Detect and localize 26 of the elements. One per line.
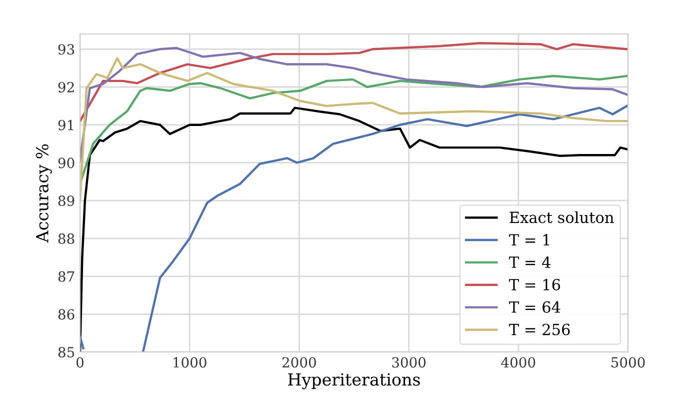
line-series [80,46,628,162]
legend-label: Exact soluton [510,211,614,224]
y-tick-label: 87 [58,271,74,282]
y-tick-label: 93 [58,44,74,55]
x-tick-label: 0 [76,357,84,368]
x-tick-label: 3000 [392,357,426,368]
y-tick-label: 90 [58,158,74,168]
y-tick-label: 91 [58,120,74,130]
x-tick-label: 5000 [612,357,645,368]
y-tick-label: 85 [58,346,74,358]
legend-label: T = 1 [509,234,550,246]
y-tick-label: 88 [58,233,74,244]
legend-label: T = 64 [509,301,560,313]
y-tick-label: 92 [58,82,74,92]
x-axis-title: Hyperiterations [288,373,420,390]
y-tick-label: 89 [58,196,74,206]
y-axis-title: Accuracy % [36,144,52,243]
x-tick-label: 2000 [282,357,316,368]
x-tick-label: 4000 [501,357,536,368]
line-series [80,57,628,202]
y-tick-label: 86 [58,309,74,320]
line-series [80,42,628,122]
legend-label: T = 4 [509,256,551,268]
legend-label: T = 16 [509,278,560,290]
x-tick-label: 1000 [174,357,206,368]
legend-label: T = 256 [509,324,570,336]
